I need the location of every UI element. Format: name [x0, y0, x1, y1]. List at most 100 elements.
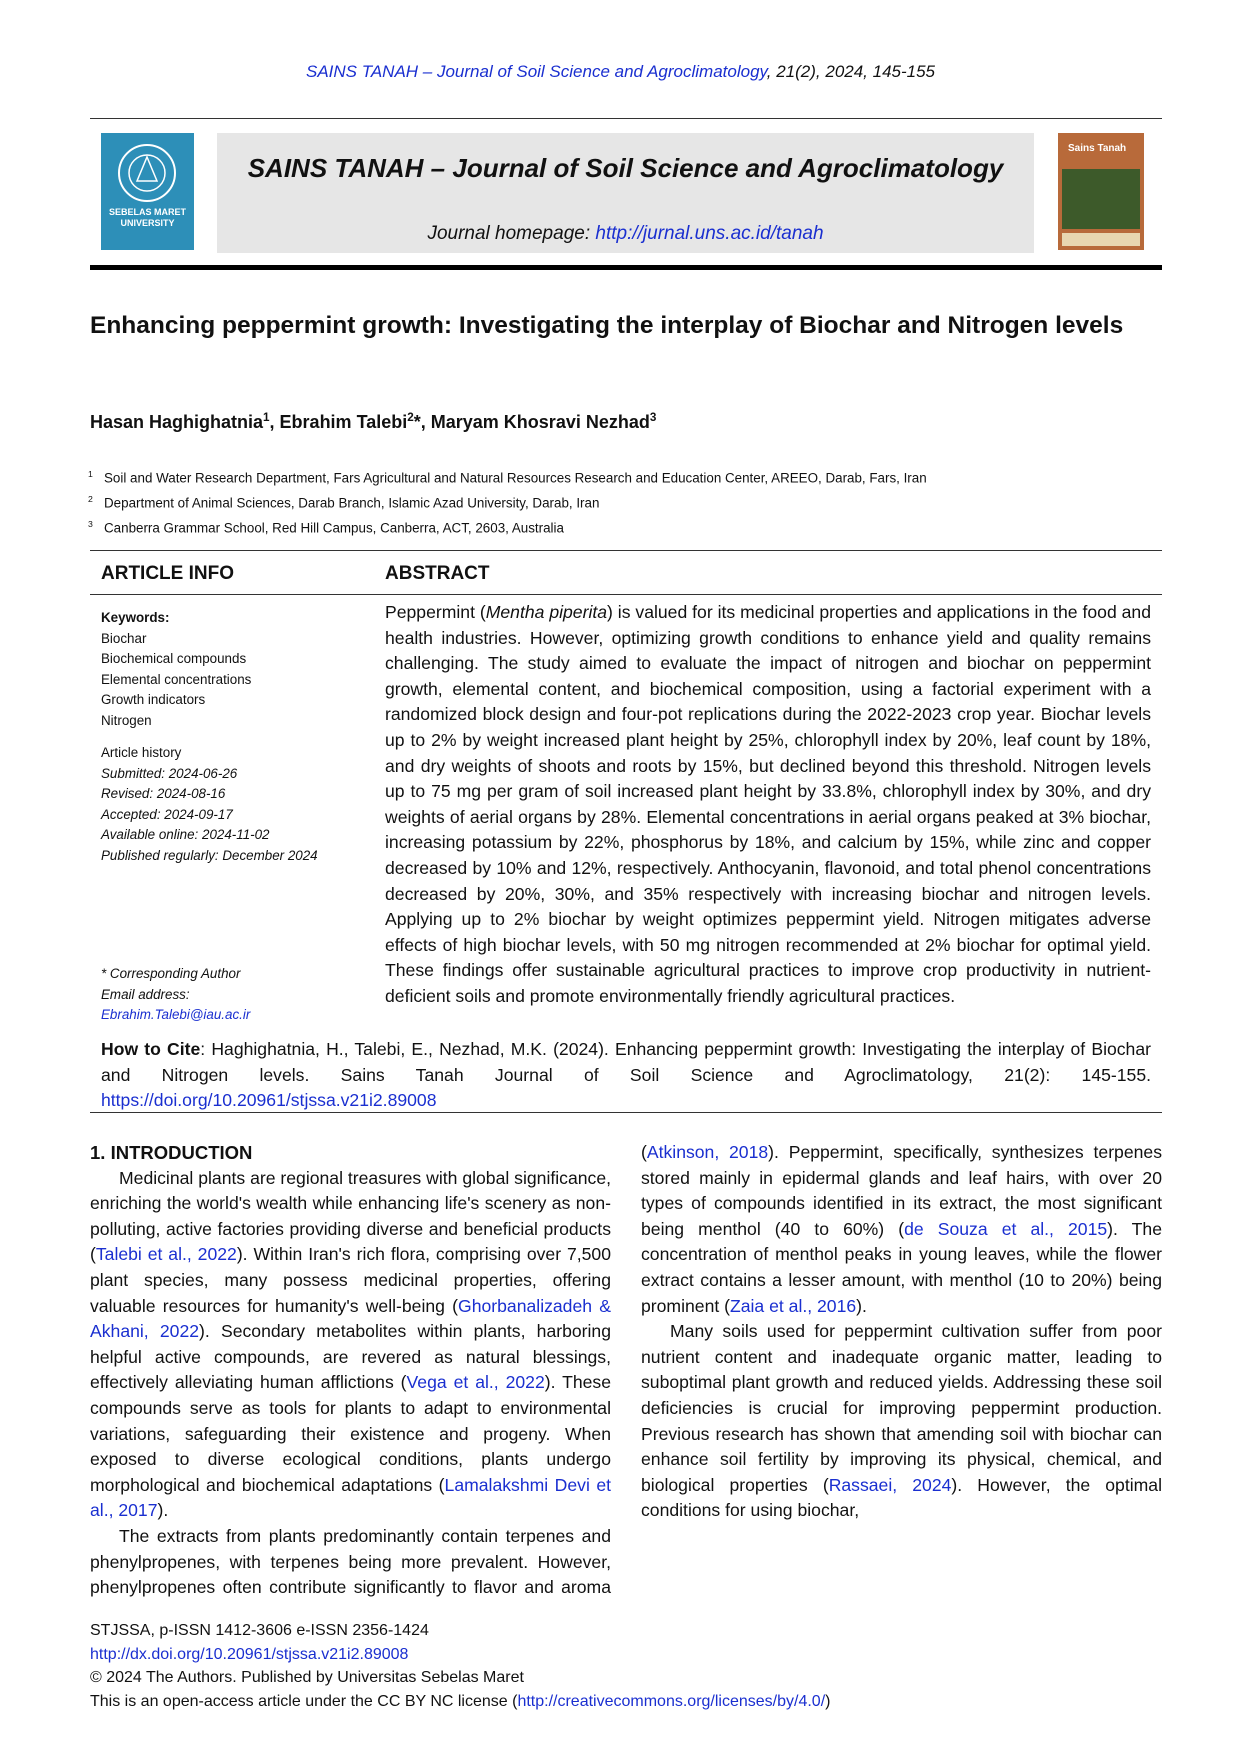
link[interactable]: http://dx.doi.org/10.20961/stjssa.v21i2.… [90, 1645, 409, 1663]
footer-line: This is an open-access article under the… [90, 1690, 1162, 1714]
history-item: Available online: 2024-11-02 [101, 827, 270, 842]
keyword: Biochar [101, 630, 147, 646]
link[interactable]: http://jurnal.uns.ac.id/tanah [595, 223, 824, 244]
text-run: STJSSA, p-ISSN 1412-3606 e-ISSN 2356-142… [90, 1622, 429, 1639]
superscript: 3 [649, 411, 657, 424]
text-run: ) is valued for its medicinal properties… [385, 602, 1151, 1006]
affiliation-text: Soil and Water Research Department, Fars… [104, 470, 927, 486]
running-header: SAINS TANAH – Journal of Soil Science an… [0, 62, 1241, 82]
corresponding-label: * Corresponding Author [101, 966, 241, 981]
rule [90, 1112, 1162, 1113]
banner-box: SAINS TANAH – Journal of Soil Science an… [217, 133, 1034, 253]
superscript: 2 [407, 411, 414, 424]
text-run: Hasan Haghighatnia [90, 412, 264, 432]
how-to-cite-label: How to Cite [101, 1039, 201, 1059]
text-run: ). Peppermint, specifically, synthesizes… [641, 1142, 1162, 1239]
text-run: Journal homepage: [427, 223, 596, 244]
email[interactable]: Ebrahim.Talebi@iau.ac.ir [101, 1007, 251, 1022]
keywords-label: Keywords: [101, 610, 170, 625]
link[interactable]: Zaia et al., 2016 [729, 1295, 857, 1316]
affiliation-number: 2 [88, 493, 93, 504]
keyword: Elemental concentrations [101, 671, 252, 687]
text-run: Medicinal plants are regional treasures … [90, 1167, 611, 1265]
text-run: ). Within Iran's rich flora, comprising … [90, 1244, 611, 1316]
journal-title: SAINS TANAH – Journal of Soil Science an… [247, 153, 1004, 183]
history-item: Accepted: 2024-09-17 [101, 806, 233, 822]
link[interactable]: Lamalakshmi Devi et al., 2017 [90, 1474, 611, 1521]
corresponding: * Corresponding Author Email address: Eb… [101, 964, 361, 1026]
link[interactable]: Rassaei, 2024 [828, 1474, 952, 1495]
link[interactable]: Talebi et al., 2022 [95, 1244, 237, 1265]
article-info: Keywords: Biochar Biochemical compounds El… [101, 608, 361, 866]
affiliation-number: 3 [88, 518, 93, 529]
cover-photo [1062, 169, 1140, 229]
journal-homepage: Journal homepage: http://jurnal.uns.ac.i… [217, 223, 1034, 245]
rule [90, 118, 1162, 119]
cover-title: Sains Tanah [1068, 143, 1126, 154]
text-run: ) [825, 1692, 831, 1710]
affiliation-number: 1 [88, 469, 93, 479]
introduction: 1. INTRODUCTION Medicinal plants are reg… [90, 1140, 1162, 1610]
text-run: , 21(2), 2024, 145-155 [766, 62, 936, 81]
text-run: The extracts from plants predominantly c… [90, 1142, 647, 1598]
keywords: Biochar Biochemical compounds Elemental co… [101, 629, 361, 732]
text-run: ). The concentration of menthol peaks in… [641, 1218, 1162, 1316]
text-run: ). However, the optimal conditions for u… [641, 1474, 1162, 1521]
affiliation: 2 Department of Animal Sciences, Darab Br… [88, 489, 1168, 514]
history-label: Article history [101, 745, 182, 760]
logo-emblem [118, 144, 176, 202]
history: Submitted: 2024-06-26 Revised: 2024-08-16… [101, 764, 361, 867]
paragraph: Medicinal plants are regional treasures … [90, 1166, 611, 1524]
thick-rule [90, 265, 1162, 270]
history-item: Published regularly: December 2024 [101, 847, 318, 863]
text-run: ). Secondary metabolites within plants, … [90, 1321, 612, 1393]
text-run: , Ebrahim Talebi [269, 412, 408, 432]
text-run: ). [856, 1295, 867, 1316]
history-item: Submitted: 2024-06-26 [101, 765, 238, 781]
link[interactable]: Vega et al., 2022 [406, 1372, 545, 1393]
link[interactable]: SAINS TANAH – Journal of Soil Science an… [305, 62, 767, 81]
affiliations: 1 Soil and Water Research Department, Far… [88, 464, 1168, 539]
affiliation: 1 Soil and Water Research Department, Far… [88, 464, 1168, 489]
text-run: : Haghighatnia, H., Talebi, E., Nezhad, … [101, 1039, 1151, 1085]
footer-line: http://dx.doi.org/10.20961/stjssa.v21i2.… [90, 1643, 1162, 1667]
university-logo: SEBELAS MARET UNIVERSITY [101, 133, 194, 250]
journal-cover: Sains Tanah [1058, 133, 1144, 250]
section-heading: 1. INTRODUCTION [90, 1142, 253, 1163]
text-run: *, Maryam Khosravi Nezhad [413, 412, 650, 432]
how-to-cite-text: : Haghighatnia, H., Talebi, E., Nezhad, … [101, 1039, 1151, 1110]
email-label: Email address: [101, 986, 190, 1002]
cover-band [1062, 233, 1140, 246]
logo-emblem [135, 155, 159, 182]
text-run: ). [157, 1500, 169, 1521]
logo-emblem [128, 154, 166, 192]
rule [90, 550, 1162, 551]
text-run: Many soils used for peppermint cultivati… [641, 1321, 1162, 1495]
abstract-heading: ABSTRACT [385, 563, 490, 584]
link[interactable]: Atkinson, 2018 [646, 1142, 769, 1162]
affiliation-text: Canberra Grammar School, Red Hill Campus… [104, 520, 564, 536]
paragraph: The extracts from plants predominantly c… [90, 1140, 1162, 1610]
italic-text: Mentha piperita [485, 602, 608, 622]
footer-line: © 2024 The Authors. Published by Univers… [90, 1666, 1162, 1690]
article-info-heading: ARTICLE INFO [101, 563, 234, 584]
link[interactable]: Ghorbanalizadeh & Akhani, 2022 [90, 1295, 611, 1342]
keyword: Biochemical compounds [101, 651, 247, 666]
link[interactable]: https://doi.org/10.20961/stjssa.v21i2.89… [101, 1090, 437, 1111]
rule [90, 594, 1162, 595]
superscript: 1 [263, 411, 270, 424]
text-run: © 2024 The Authors. Published by Univers… [90, 1669, 524, 1686]
authors: Hasan Haghighatnia1, Ebrahim Talebi2*, M… [90, 411, 656, 433]
history-item: Revised: 2024-08-16 [101, 786, 226, 801]
text-run: This is an open-access article under the… [90, 1692, 518, 1710]
logo-text: SEBELAS MARET UNIVERSITY [108, 207, 186, 228]
text-run: Peppermint ( [385, 602, 486, 622]
link[interactable]: de Souza et al., 2015 [904, 1218, 1108, 1239]
link[interactable]: http://creativecommons.org/licenses/by/4… [517, 1692, 826, 1710]
paragraph: Many soils used for peppermint cultivati… [641, 1319, 1162, 1524]
how-to-cite: How to Cite: Haghighatnia, H., Talebi, E… [101, 1037, 1151, 1114]
keyword: Nitrogen [101, 712, 152, 728]
keyword: Growth indicators [101, 692, 206, 707]
